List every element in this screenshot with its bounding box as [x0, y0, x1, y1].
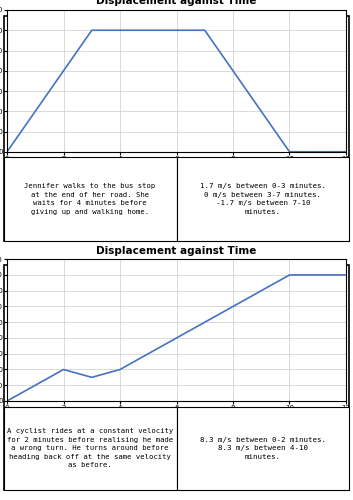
Text: Jennifer walks to the bus stop
at the end of her road. She
waits for 4 minutes b: Jennifer walks to the bus stop at the en… [24, 184, 156, 215]
X-axis label: Time (mins): Time (mins) [148, 164, 205, 173]
X-axis label: Time (mins): Time (mins) [148, 414, 205, 423]
Title: Displacement against Time: Displacement against Time [96, 0, 257, 6]
Text: 1.7 m/s between 0-3 minutes.
0 m/s between 3-7 minutes.
-1.7 m/s between 7-10
mi: 1.7 m/s between 0-3 minutes. 0 m/s betwe… [200, 184, 326, 215]
Title: Displacement against Time: Displacement against Time [96, 246, 257, 256]
Text: A cyclist rides at a constant velocity
for 2 minutes before realising he made
a : A cyclist rides at a constant velocity f… [7, 428, 173, 469]
Text: 8.3 m/s between 0-2 minutes.
8.3 m/s between 4-10
minutes.: 8.3 m/s between 0-2 minutes. 8.3 m/s bet… [200, 437, 326, 460]
